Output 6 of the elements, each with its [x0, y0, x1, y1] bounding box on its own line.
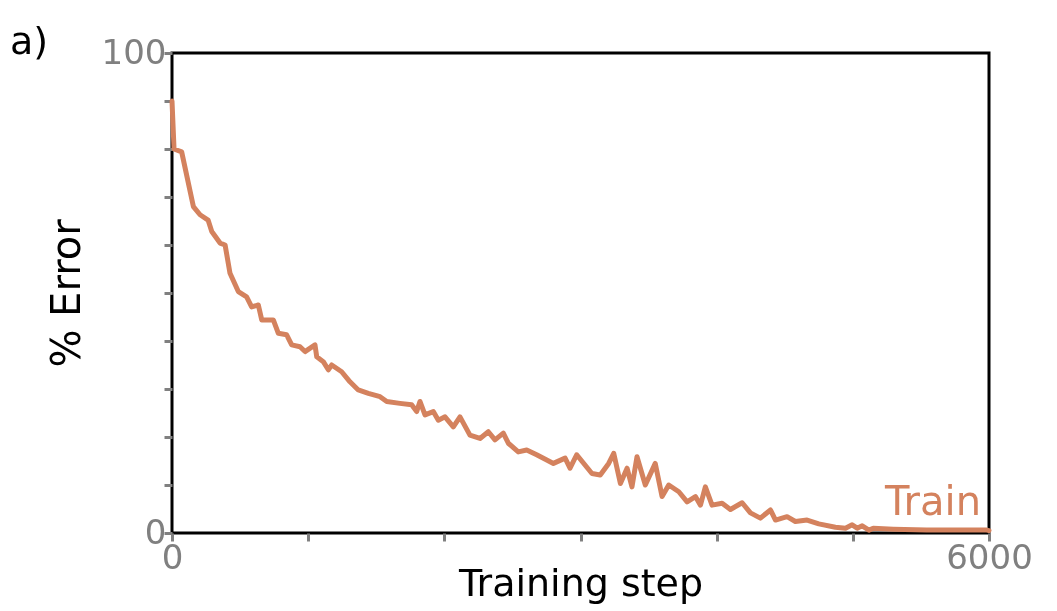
x-tick-label: 6000 [946, 536, 1033, 577]
y-tick-label: 100 [101, 31, 167, 72]
y-axis-title: % Error [42, 218, 89, 368]
x-axis-title: Training step [457, 560, 704, 605]
series-label: Train [884, 477, 981, 524]
text: a) [10, 19, 49, 63]
